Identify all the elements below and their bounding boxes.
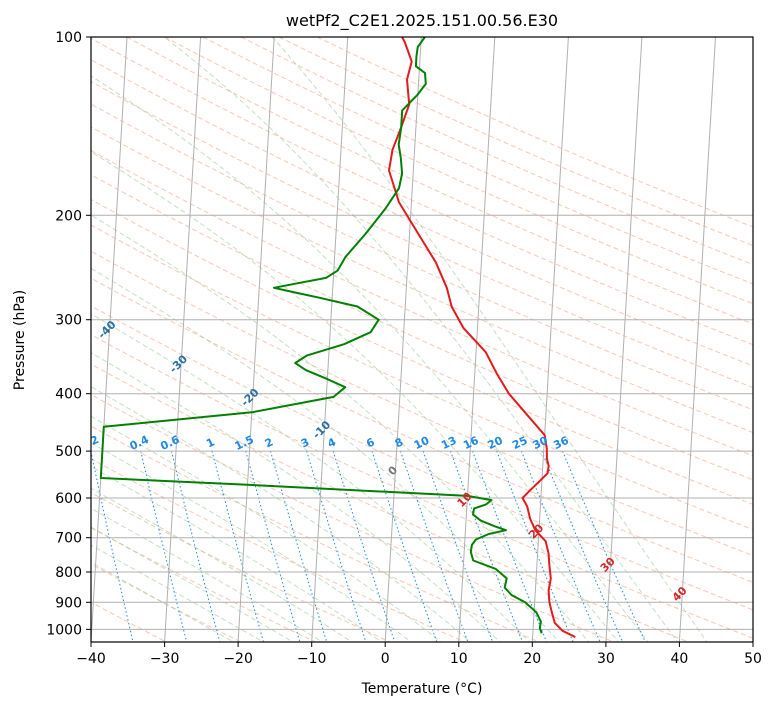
mixing-ratio-line [400, 450, 469, 642]
x-tick-label: −40 [76, 651, 106, 667]
y-tick-label: 1000 [46, 622, 82, 638]
dry-adiabat-line [202, 37, 753, 285]
mixing-ratio-label: 25 [510, 434, 529, 452]
mixing-ratio-line [371, 450, 438, 642]
isotherm-line [164, 37, 202, 642]
mixing-ratio-line [171, 450, 221, 642]
dry-adiabat-line [91, 149, 753, 457]
temperature-profile-line [388, 37, 576, 638]
mixing-ratio-label: 13 [439, 434, 458, 452]
isotherm-line [605, 37, 643, 642]
plot-frame [90, 36, 754, 643]
x-tick-label: 0 [381, 651, 390, 667]
moist-adiabat-line [91, 214, 590, 642]
moist-adiabat-line [91, 151, 620, 642]
mixing-ratio-line [422, 450, 494, 642]
x-axis-label: Temperature (°C) [361, 681, 483, 697]
moist-adiabat-line [91, 465, 383, 642]
y-tick-label: 500 [55, 444, 82, 460]
isotherm-line [237, 37, 275, 642]
mixing-ratio-label: 30 [531, 434, 551, 452]
mixing-ratio-line [245, 450, 301, 642]
isotherm-line [91, 37, 128, 642]
x-tick-label: 10 [450, 651, 468, 667]
moist-adiabat-line [91, 75, 649, 642]
mixing-ratio-label: 16 [461, 434, 481, 452]
x-tick-label: 40 [670, 651, 688, 667]
dry-adiabat-line [91, 224, 753, 531]
y-tick-label: 100 [55, 30, 82, 46]
y-tick-label: 600 [55, 491, 82, 507]
x-tick-label: −20 [223, 651, 253, 667]
mixing-ratio-label: 0.2 [78, 433, 101, 453]
x-tick-label: −10 [297, 651, 327, 667]
dry-adiabat-line [91, 250, 753, 557]
dewpoint-profile-line [99, 37, 543, 634]
isotherm-line [458, 37, 496, 642]
isotherm-line [384, 37, 422, 642]
dry-adiabat-line [126, 37, 753, 325]
y-axis-label: Pressure (hPa) [12, 290, 28, 390]
y-tick-label: 800 [55, 565, 82, 581]
isotherm-line [531, 37, 569, 642]
isotherm-line [678, 37, 716, 642]
chart-title: wetPf2_C2E1.2025.151.00.56.E30 [286, 11, 558, 31]
mixing-ratio-label: 20 [486, 434, 506, 452]
mixing-ratio-label: 10 [412, 434, 432, 452]
mixing-ratio-line [140, 450, 188, 642]
dry-adiabat-line [91, 59, 753, 367]
dry-adiabat-line [91, 198, 753, 505]
y-tick-label: 900 [55, 595, 82, 611]
mixing-ratio-line [270, 450, 328, 642]
y-tick-label: 700 [55, 531, 82, 547]
mixing-ratio-line [562, 450, 646, 642]
y-tick-label: 200 [55, 208, 82, 224]
isotherm-line [311, 37, 349, 642]
y-tick-label: 300 [55, 313, 82, 329]
mixing-ratio-line [449, 450, 524, 642]
dry-adiabat-line [91, 81, 753, 389]
x-tick-label: 50 [744, 651, 762, 667]
x-tick-label: 20 [523, 651, 541, 667]
x-tick-label: −30 [150, 651, 180, 667]
y-tick-label: 400 [55, 387, 82, 403]
x-tick-label: 30 [597, 651, 615, 667]
moist-adiabat-line [91, 487, 353, 642]
dry-adiabat-line [91, 277, 753, 583]
moist-adiabat-line [91, 442, 413, 642]
mixing-ratio-label: 36 [551, 434, 571, 452]
